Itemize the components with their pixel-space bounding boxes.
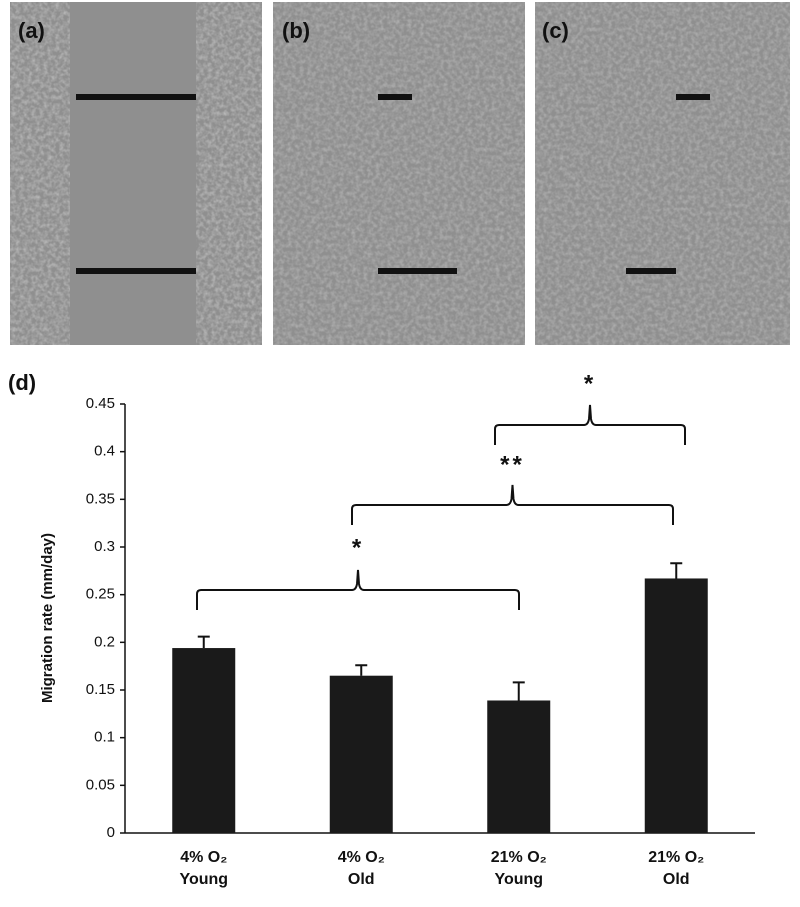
y-tick-label: 0.2 (94, 633, 115, 650)
x-tick-label: 21% O₂ (491, 849, 547, 866)
x-tick-label: Old (348, 871, 375, 888)
y-tick-label: 0.35 (86, 490, 115, 507)
y-tick-label: 0.05 (86, 776, 115, 793)
significance-label: * (584, 370, 596, 397)
panel-label: (d) (8, 370, 36, 395)
y-tick-label: 0.15 (86, 681, 115, 698)
significance-bracket (494, 404, 686, 445)
x-tick-label: 4% O₂ (180, 849, 227, 866)
significance-label: ** (500, 451, 525, 478)
x-tick-label: 21% O₂ (648, 849, 704, 866)
panel-label: (a) (18, 18, 45, 43)
error-bar (512, 681, 525, 701)
error-bar (670, 562, 683, 579)
significance-bracket (196, 569, 520, 610)
x-tick-label: Young (179, 871, 228, 888)
bar (172, 648, 236, 833)
significance-bracket (351, 484, 674, 525)
micrograph-b (273, 2, 525, 345)
error-bar (197, 635, 210, 649)
y-tick-label: 0.1 (94, 729, 115, 746)
y-tick-label: 0.4 (94, 443, 115, 460)
y-tick-label: 0.25 (86, 586, 115, 603)
micrograph-c (535, 2, 790, 345)
x-tick-label: Old (663, 871, 690, 888)
x-tick-label: 4% O₂ (338, 849, 385, 866)
y-axis-label: Migration rate (mm/day) (39, 533, 56, 703)
y-tick-label: 0.45 (86, 395, 115, 412)
micrograph-a (10, 2, 262, 345)
significance-label: * (352, 534, 364, 561)
x-tick-label: Young (494, 871, 543, 888)
bar (329, 675, 393, 833)
bar (644, 578, 708, 833)
bar (487, 700, 551, 833)
y-tick-label: 0.3 (94, 538, 115, 555)
panel-label: (b) (282, 18, 310, 43)
panel-label: (c) (542, 18, 569, 43)
error-bar (355, 664, 368, 676)
y-tick-label: 0 (107, 824, 115, 841)
